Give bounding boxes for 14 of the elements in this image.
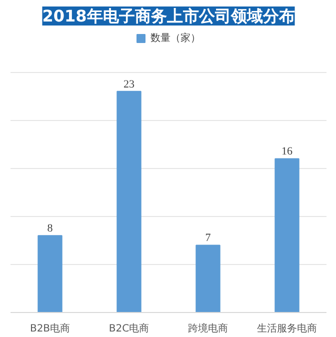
data-label: 8 xyxy=(47,222,54,235)
data-label: 16 xyxy=(282,146,293,158)
x-tick-label: 生活服务电商 xyxy=(257,322,317,334)
data-label: 7 xyxy=(205,232,212,244)
legend-label: 数量（家） xyxy=(150,32,200,45)
bar xyxy=(38,235,62,312)
x-tick-label: B2C电商 xyxy=(108,322,150,334)
x-tick-label: B2B电商 xyxy=(30,322,70,334)
bar xyxy=(116,90,142,312)
bar xyxy=(196,244,220,312)
chart-title: 2018年电子商务上市公司领域分布 xyxy=(42,6,295,26)
data-label: 23 xyxy=(124,78,135,90)
x-tick-label: 跨境电商 xyxy=(188,322,228,334)
bar xyxy=(274,158,300,312)
